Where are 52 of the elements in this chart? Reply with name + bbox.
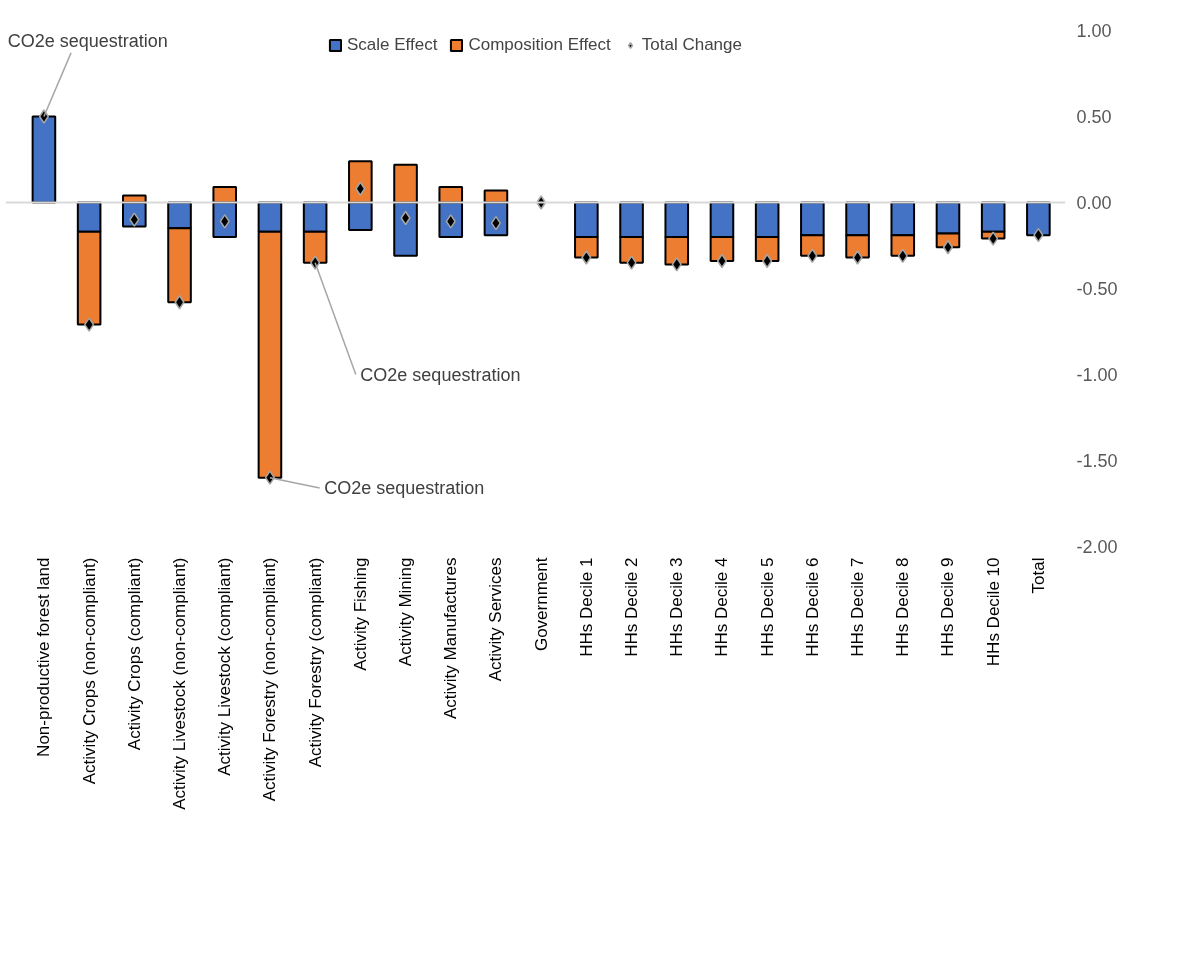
point <box>626 255 637 270</box>
bar <box>348 160 373 204</box>
x-tick-label: Government <box>531 557 551 652</box>
x-tick-label: HHs Decile 7 <box>848 557 868 657</box>
x-tick-label: Activity Crops (non-compliant) <box>79 557 99 785</box>
x-tick-label: Activity Livestock (non-compliant) <box>170 557 190 810</box>
x-tick-label: HHs Decile 2 <box>622 557 642 657</box>
x-tick-label: Activity Services <box>486 557 506 682</box>
bar <box>393 163 418 204</box>
bar <box>212 186 238 204</box>
x-tick-label: HHs Decile 1 <box>576 557 596 657</box>
y-tick-label: -0.50 <box>1076 279 1118 299</box>
y-tick-label: 0.00 <box>1076 193 1112 213</box>
point <box>716 253 728 269</box>
x-tick-label: Activity Manufactures <box>441 557 461 720</box>
bar <box>348 201 373 232</box>
x-tick-label: HHs Decile 8 <box>893 557 913 657</box>
legend-label: Scale Effect <box>347 35 438 55</box>
x-tick-label: Activity Mining <box>396 557 416 667</box>
annotation: CO2e sequestration <box>324 478 485 499</box>
x-tick-label: Total <box>1028 557 1048 594</box>
y-tick-label: -2.00 <box>1076 537 1118 557</box>
legend-label: Composition Effect <box>468 35 611 55</box>
bar <box>393 201 418 257</box>
x-tick-label: HHs Decile 9 <box>938 557 958 657</box>
x-tick-label: HHs Decile 6 <box>802 557 822 657</box>
legend-label: Total Change <box>641 35 742 55</box>
point <box>852 250 863 265</box>
x-tick-label: HHs Decile 3 <box>667 557 687 657</box>
y-tick-label: -1.50 <box>1076 451 1118 471</box>
point <box>988 231 999 246</box>
point <box>671 257 682 272</box>
x-tick-label: HHs Decile 10 <box>983 557 1003 667</box>
x-tick-label: Non-productive forest land <box>34 557 54 757</box>
x-tick-label: Activity Forestry (compliant) <box>305 557 325 768</box>
point <box>581 250 592 265</box>
x-tick-label: Activity Livestock (compliant) <box>215 557 235 776</box>
bar <box>438 186 464 204</box>
y-tick-label: -1.00 <box>1076 365 1118 385</box>
point <box>264 470 276 485</box>
point <box>174 295 185 310</box>
x-tick-label: HHs Decile 4 <box>712 557 732 657</box>
annotation: CO2e sequestration <box>7 31 168 52</box>
x-tick-label: Activity Forestry (non-compliant) <box>260 557 280 802</box>
annotation: CO2e sequestration <box>360 364 521 385</box>
x-tick-label: Activity Crops (compliant) <box>124 557 144 751</box>
point <box>84 317 95 332</box>
x-tick-label: Activity Fishing <box>350 557 370 671</box>
y-tick-label: 0.50 <box>1076 107 1112 127</box>
x-tick-label: HHs Decile 5 <box>757 557 777 657</box>
y-tick-label: 1.00 <box>1076 21 1112 41</box>
bar <box>483 189 509 204</box>
